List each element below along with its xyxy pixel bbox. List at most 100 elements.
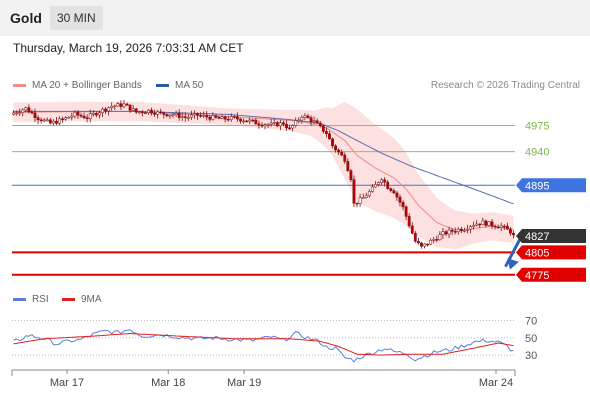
candle-body [64, 117, 68, 120]
candle-body [202, 114, 206, 117]
level-label-4895: 4895 [516, 178, 586, 193]
candle-body [144, 112, 147, 114]
candle-body [300, 117, 304, 121]
level-label-bg [516, 229, 586, 244]
legend-label: RSI [32, 294, 49, 305]
ma20-swatch [13, 84, 26, 87]
candle-body [242, 120, 245, 123]
candle-body [24, 107, 28, 111]
candle-body [15, 112, 19, 115]
candle-body [275, 122, 279, 127]
candle-body [239, 118, 242, 122]
candle-body [199, 115, 203, 117]
level-label-text: 4895 [525, 180, 549, 192]
candle-body [147, 109, 150, 113]
candle-body [153, 112, 157, 115]
candle-body [349, 170, 353, 180]
candle-body [401, 202, 405, 208]
candle-body [134, 108, 138, 113]
candle-body [466, 229, 469, 231]
candle-body [269, 122, 273, 125]
candle-body [453, 231, 457, 233]
candle-body [502, 225, 506, 228]
candle-body [321, 125, 325, 132]
candle-body [478, 223, 482, 226]
interval-button[interactable]: 30 MIN [50, 6, 103, 30]
candle-body [61, 118, 65, 121]
candle-body [156, 111, 160, 115]
candle-body [236, 116, 239, 120]
candle-body [462, 230, 466, 232]
candle-body [324, 131, 328, 134]
candle-body [131, 108, 135, 111]
candle-body [315, 120, 319, 124]
candle-body [346, 161, 350, 171]
candle-body [294, 120, 298, 126]
candle-body [76, 112, 80, 116]
candle-body [472, 224, 476, 227]
candle-body [444, 231, 448, 235]
candle-body [334, 145, 337, 151]
candle-body [251, 119, 255, 122]
candle-body [18, 112, 22, 114]
candle-body [33, 112, 37, 118]
candle-body [122, 103, 126, 107]
candle-body [484, 220, 488, 226]
candle-body [343, 154, 347, 162]
candle-body [107, 107, 111, 112]
candle-body [303, 115, 307, 118]
candle-body [318, 122, 322, 126]
candle-body [410, 225, 414, 234]
candle-body [450, 229, 454, 232]
candle-body [150, 109, 153, 114]
candle-body [208, 116, 212, 120]
candle-body [475, 223, 479, 226]
candle-body [361, 197, 365, 199]
candle-body [306, 115, 310, 118]
candle-body [285, 124, 288, 129]
candle-body [386, 181, 390, 189]
rsi-tick-label: 30 [525, 350, 537, 362]
level-label-text: 4775 [525, 270, 549, 282]
candle-body [263, 124, 267, 127]
candle-body [91, 113, 95, 115]
candle-body [469, 226, 472, 230]
candle-body [21, 109, 25, 113]
candle-body [456, 228, 460, 232]
candle-body [383, 179, 387, 183]
candle-body [55, 120, 58, 124]
level-label-text: 4975 [525, 121, 549, 133]
candle-body [423, 243, 426, 247]
ma50-line [13, 110, 514, 205]
candle-body [358, 197, 362, 204]
level-label-text: 4940 [525, 147, 549, 159]
datetime-label: Thursday, March 19, 2026 7:03:31 AM CET [13, 41, 244, 55]
candle-body [36, 117, 40, 121]
candle-body [389, 188, 393, 191]
candle-body [79, 114, 83, 117]
candle-body [101, 108, 104, 113]
level-label-bg [516, 245, 586, 260]
candle-body [377, 182, 380, 185]
candle-body [364, 195, 368, 198]
candle-body [137, 111, 141, 114]
candle-body [51, 120, 55, 124]
candle-body [496, 226, 500, 229]
candle-body [223, 116, 227, 120]
candle-body [229, 116, 233, 120]
candle-body [88, 113, 92, 119]
candle-body [193, 113, 196, 116]
candle-body [245, 120, 249, 123]
candle-body [490, 221, 494, 227]
candle-body [309, 117, 313, 122]
candle-body [116, 103, 120, 107]
candle-body [392, 190, 396, 194]
9ma-swatch [62, 298, 75, 301]
candle-body [12, 112, 15, 115]
forecast-arrow-head [507, 258, 519, 270]
candle-body [508, 228, 512, 234]
candle-body [125, 103, 129, 106]
candle-body [493, 225, 497, 228]
